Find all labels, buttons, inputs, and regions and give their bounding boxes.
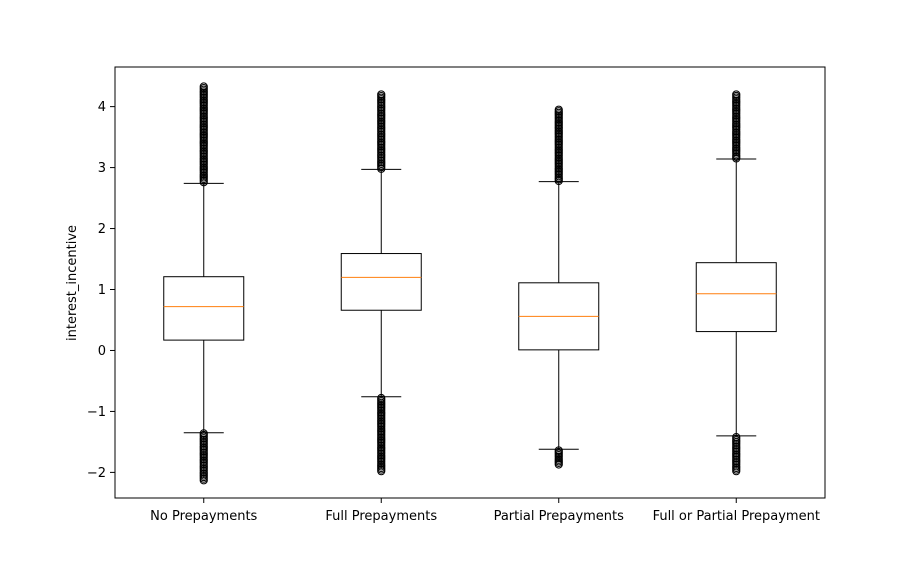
outlier-point-high [377,90,386,99]
iqr-box [695,262,777,333]
y-tick-label: 1 [98,283,106,298]
iqr-box [340,253,422,311]
x-tick-label: No Prepayments [150,509,257,524]
plot-area: −2 −1 0 1 2 3 4 No Prepayments Full Prepayments P… [87,66,826,524]
outlier-point-high [199,82,208,91]
x-tick-label: Full or Partial Prepayment [653,509,820,524]
outlier-point-low [732,432,741,442]
y-tick-label: 2 [98,222,106,237]
iqr-box [163,276,245,341]
outlier-point-high [554,105,563,114]
x-tick-label: Full Prepayments [325,509,437,524]
plot-frame [114,66,826,499]
outlier-point-low [199,429,208,438]
y-axis-label: interest_incentive [65,225,80,341]
outlier-point-low [554,446,563,455]
outlier-point-low [377,393,386,403]
y-tick-label: 3 [98,161,106,176]
x-tick-label: Partial Prepayments [494,509,625,524]
y-tick-label: 0 [98,344,106,359]
y-tick-label: 4 [98,100,106,115]
y-tick-label: −1 [87,405,106,420]
outlier-point-high [732,90,741,99]
y-tick-label: −2 [87,466,106,481]
